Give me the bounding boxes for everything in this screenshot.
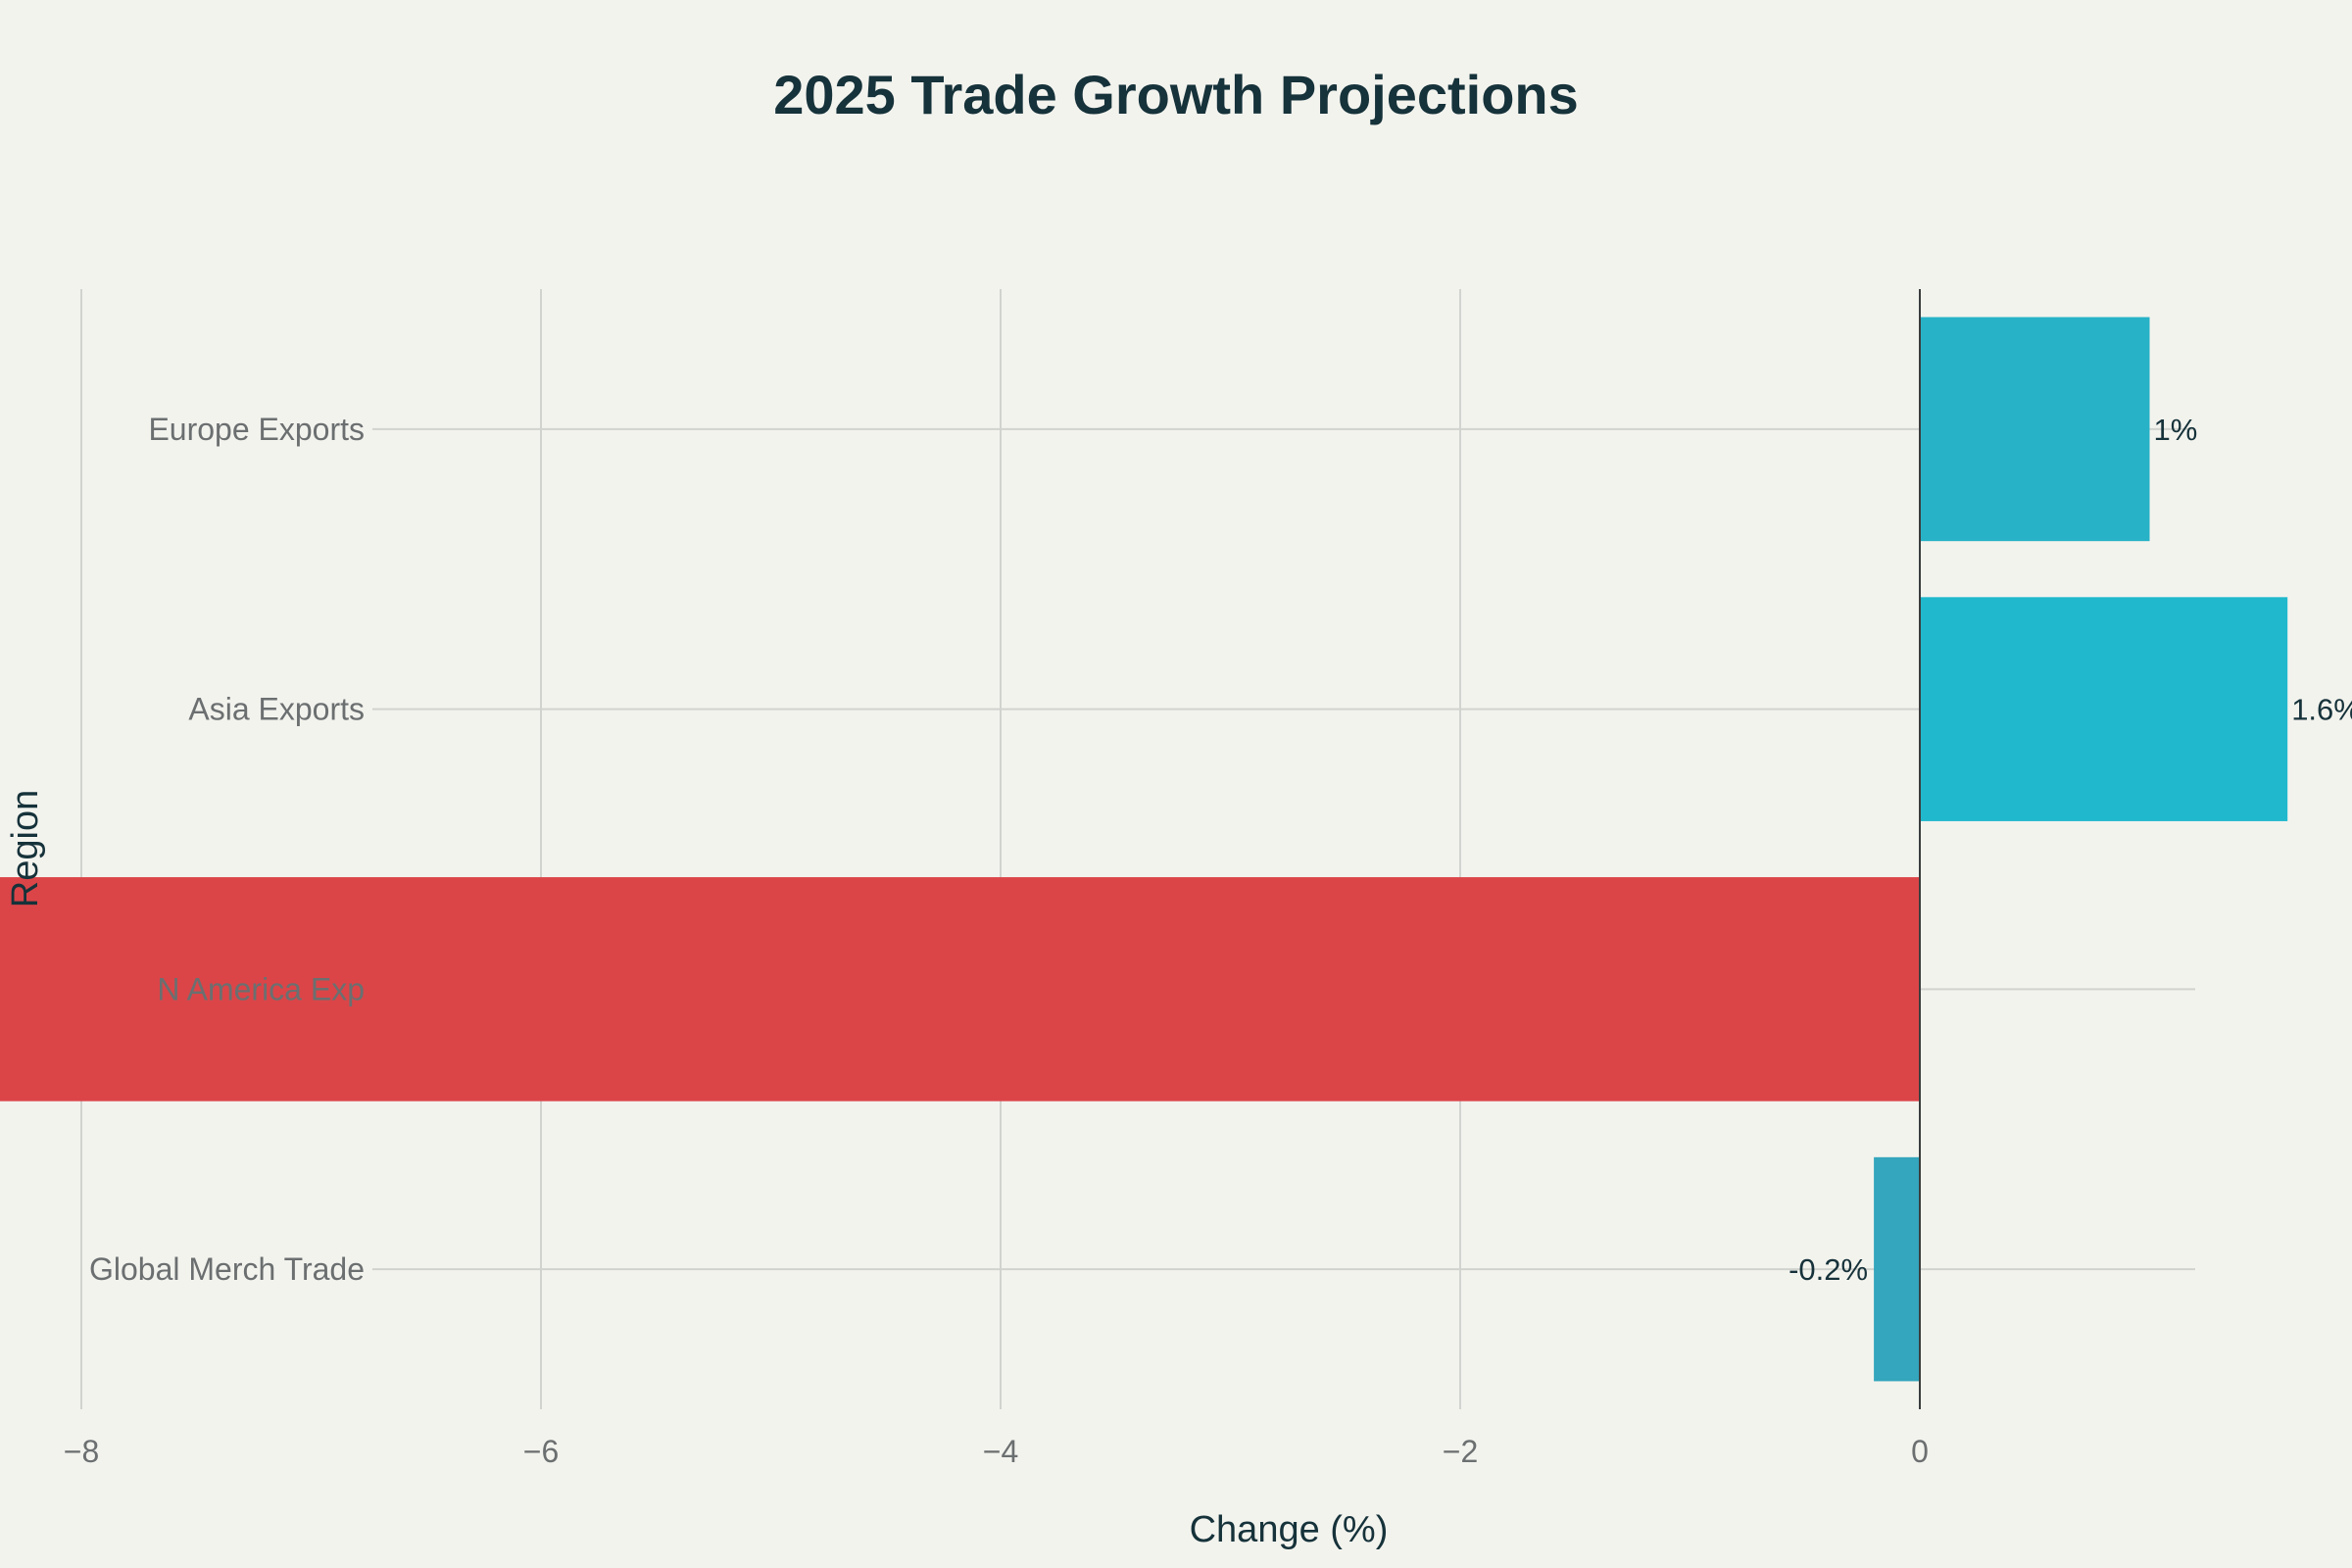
y-category-label: Global Merch Trade [89,1251,365,1287]
x-axis-title: Change (%) [1190,1509,1389,1550]
x-tick-label: −4 [983,1434,1018,1469]
data-label: -0.2% [1788,1252,1868,1287]
bar [1920,317,2150,542]
y-category-label: Europe Exports [148,412,365,447]
data-label: 1% [2154,413,2198,447]
bar [1920,597,2288,821]
x-tick-label: −2 [1443,1434,1478,1469]
y-category-label: N America Exp [157,971,365,1006]
bar [0,877,1920,1102]
x-tick-label: 0 [1911,1434,1929,1469]
x-tick-label: −6 [523,1434,559,1469]
y-axis-title: Region [5,790,46,907]
bars-layer [0,289,2288,1409]
x-tick-label: −8 [64,1434,99,1469]
bar [1874,1156,1920,1382]
data-label: 1.6% [2291,693,2352,727]
y-category-label: Asia Exports [188,692,365,727]
chart-title: 2025 Trade Growth Projections [773,64,1579,125]
